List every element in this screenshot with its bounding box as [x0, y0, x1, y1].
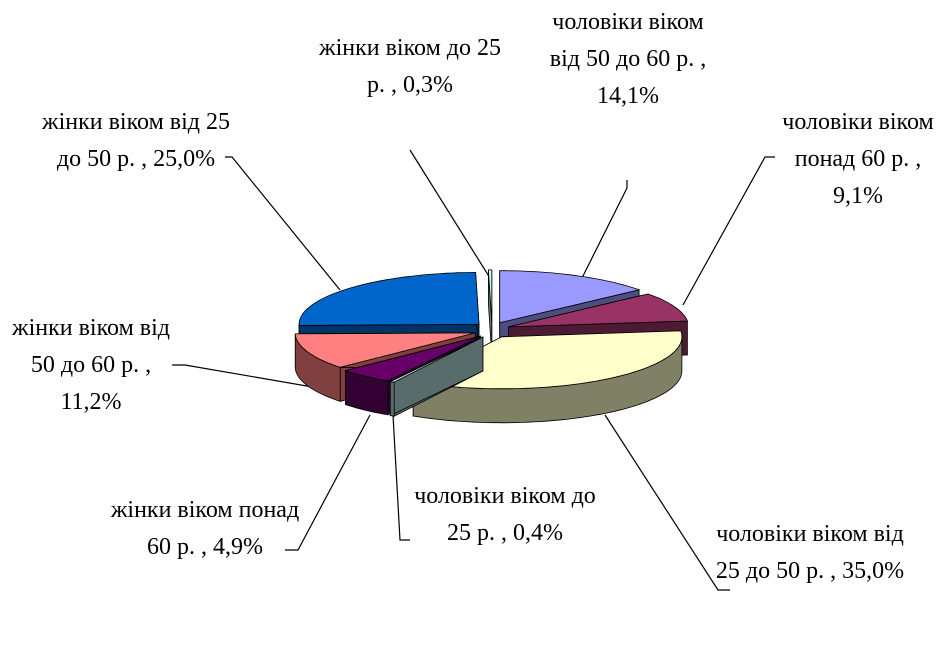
- slice: [298, 271, 480, 326]
- leader-line: [682, 156, 775, 306]
- slices: [294, 269, 688, 424]
- data-label: жінки віком понад 60 р. , 4,9%: [110, 497, 300, 560]
- slice: [499, 270, 641, 324]
- data-label: чоловіки віком від 50 до 60 р. , 14,1%: [549, 9, 707, 109]
- slice-side: [389, 381, 395, 417]
- leader-line: [604, 414, 730, 591]
- slice: [508, 293, 688, 328]
- slice: [294, 332, 476, 368]
- data-label: жінки віком від 50 до 60 р. , 11,2%: [12, 315, 170, 415]
- leader-line: [225, 156, 341, 291]
- data-label: чоловіки віком від 25 до 50 р. , 35,0%: [715, 521, 905, 584]
- slice: [487, 269, 493, 322]
- data-label: жінки віком від 25 до 50 р. , 25,0%: [42, 109, 230, 172]
- data-label: чоловіки віком до 25 р. , 0,4%: [414, 483, 596, 546]
- slice: [411, 330, 683, 390]
- leader-line: [409, 149, 491, 279]
- leader-line: [392, 414, 410, 541]
- leader-line: [579, 180, 628, 283]
- slice: [344, 335, 481, 382]
- data-label: чоловіки віком понад 60 р. , 9,1%: [782, 109, 934, 209]
- data-label: жінки віком до 25 р. , 0,3%: [319, 35, 501, 98]
- leader-line: [172, 364, 331, 391]
- slice: [388, 336, 484, 383]
- leader-line: [285, 414, 371, 551]
